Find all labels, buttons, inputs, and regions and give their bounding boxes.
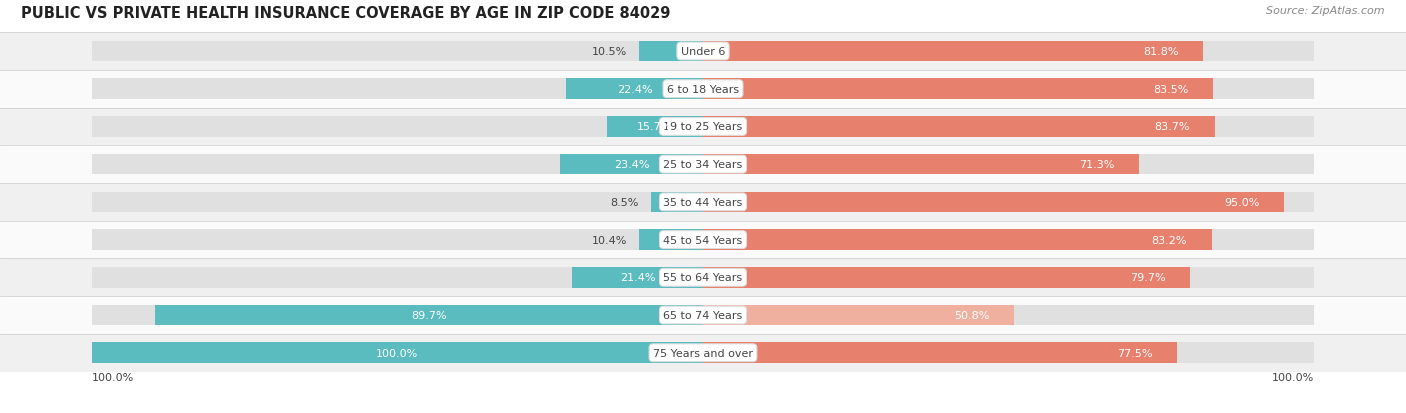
Bar — [703, 305, 1014, 325]
Bar — [703, 192, 1315, 213]
Bar — [91, 117, 703, 138]
Bar — [703, 305, 1315, 325]
Bar — [703, 117, 1215, 138]
Bar — [703, 343, 1177, 363]
Bar — [640, 230, 703, 250]
Bar — [91, 79, 703, 100]
Bar — [703, 42, 1204, 62]
Bar — [703, 154, 1139, 175]
Text: 55 to 64 Years: 55 to 64 Years — [664, 273, 742, 282]
Text: 81.8%: 81.8% — [1143, 47, 1178, 57]
Text: 6 to 18 Years: 6 to 18 Years — [666, 85, 740, 95]
Bar — [91, 305, 703, 325]
Bar — [0, 183, 1406, 221]
Bar — [572, 267, 703, 288]
Text: 65 to 74 Years: 65 to 74 Years — [664, 310, 742, 320]
Bar — [91, 42, 703, 62]
Text: Under 6: Under 6 — [681, 47, 725, 57]
Text: 83.2%: 83.2% — [1152, 235, 1187, 245]
Bar — [0, 297, 1406, 334]
Text: 23.4%: 23.4% — [614, 160, 650, 170]
Text: 83.7%: 83.7% — [1154, 122, 1191, 132]
Text: 89.7%: 89.7% — [411, 310, 447, 320]
Bar — [91, 343, 703, 363]
Bar — [703, 267, 1315, 288]
Text: 100.0%: 100.0% — [91, 373, 134, 382]
Bar — [703, 230, 1212, 250]
Bar — [155, 305, 703, 325]
Bar — [91, 267, 703, 288]
Bar — [0, 71, 1406, 108]
Bar — [91, 343, 703, 363]
Text: PUBLIC VS PRIVATE HEALTH INSURANCE COVERAGE BY AGE IN ZIP CODE 84029: PUBLIC VS PRIVATE HEALTH INSURANCE COVER… — [21, 6, 671, 21]
Bar — [703, 117, 1315, 138]
Text: 25 to 34 Years: 25 to 34 Years — [664, 160, 742, 170]
Bar — [0, 33, 1406, 71]
Text: 10.4%: 10.4% — [592, 235, 627, 245]
Bar — [703, 230, 1315, 250]
Bar — [91, 154, 703, 175]
Bar — [703, 154, 1315, 175]
Bar — [91, 192, 703, 213]
Text: 71.3%: 71.3% — [1078, 160, 1115, 170]
Text: 100.0%: 100.0% — [1272, 373, 1315, 382]
Bar — [703, 192, 1284, 213]
Text: Source: ZipAtlas.com: Source: ZipAtlas.com — [1267, 6, 1385, 16]
Bar — [0, 334, 1406, 372]
Text: 35 to 44 Years: 35 to 44 Years — [664, 197, 742, 207]
Bar — [703, 79, 1213, 100]
Text: 10.5%: 10.5% — [592, 47, 627, 57]
Bar — [703, 79, 1315, 100]
Bar — [560, 154, 703, 175]
Bar — [638, 42, 703, 62]
Text: 8.5%: 8.5% — [610, 197, 638, 207]
Text: 100.0%: 100.0% — [377, 348, 419, 358]
Text: 75 Years and over: 75 Years and over — [652, 348, 754, 358]
Text: 95.0%: 95.0% — [1223, 197, 1260, 207]
Bar — [0, 146, 1406, 183]
Text: 45 to 54 Years: 45 to 54 Years — [664, 235, 742, 245]
Text: 19 to 25 Years: 19 to 25 Years — [664, 122, 742, 132]
Text: 15.7%: 15.7% — [637, 122, 672, 132]
Bar — [0, 221, 1406, 259]
Bar — [607, 117, 703, 138]
Bar — [651, 192, 703, 213]
Bar — [0, 259, 1406, 297]
Bar — [567, 79, 703, 100]
Bar — [91, 230, 703, 250]
Text: 79.7%: 79.7% — [1130, 273, 1166, 282]
Text: 77.5%: 77.5% — [1116, 348, 1153, 358]
Text: 83.5%: 83.5% — [1153, 85, 1189, 95]
Bar — [0, 108, 1406, 146]
Bar — [703, 267, 1191, 288]
Bar — [703, 343, 1315, 363]
Bar — [703, 42, 1315, 62]
Text: 21.4%: 21.4% — [620, 273, 655, 282]
Text: 22.4%: 22.4% — [617, 85, 652, 95]
Text: 50.8%: 50.8% — [953, 310, 988, 320]
